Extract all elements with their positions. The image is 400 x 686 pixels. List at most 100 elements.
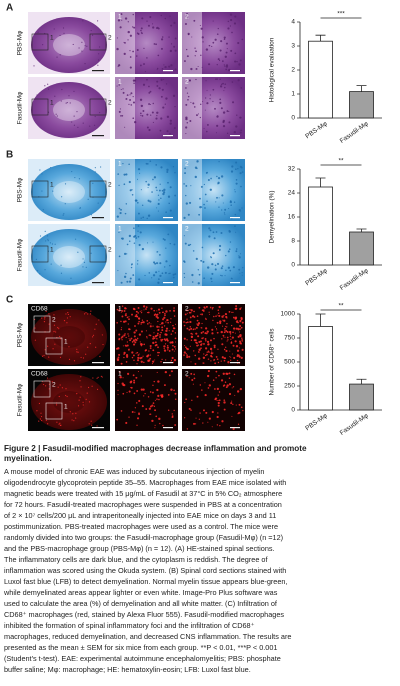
speck [60,338,62,340]
cell [223,38,226,40]
cell [125,312,127,315]
cell [207,358,210,360]
cell [198,273,201,276]
speck [92,34,94,36]
cell [230,341,233,343]
speck [44,316,46,318]
cell [118,337,121,340]
cell [126,280,129,283]
speck [65,388,67,390]
scale-bar [163,427,173,429]
cell [190,309,193,312]
cell [204,207,206,209]
cell [188,79,191,82]
cell [216,196,218,199]
cell [205,347,208,350]
speck [43,321,46,323]
cell [166,115,170,119]
speck [52,190,54,192]
speck [48,88,50,90]
cell [159,274,162,278]
cell [200,331,203,334]
cell [152,26,155,29]
cell [160,47,163,50]
cell [227,266,231,269]
cell [227,27,230,30]
cell [136,32,139,34]
cell [123,183,126,186]
cell [220,231,223,234]
cell [146,217,148,220]
cell [161,358,163,361]
y-axis-label: Demyelination (%) [269,190,276,243]
cell [162,338,164,340]
cell [218,305,221,309]
cell [119,376,122,379]
cell [209,94,211,96]
speck [67,312,69,314]
cell [145,162,148,165]
cell [166,318,169,322]
cell [203,409,205,412]
cell [238,255,240,257]
inset-label: 2 [185,79,189,86]
speck [97,64,99,66]
speck [46,377,49,379]
cell [142,355,144,357]
cell [172,327,175,330]
cell [197,322,201,325]
cell [157,329,159,331]
grey-matter [53,99,85,121]
cell [226,132,229,134]
cell [213,344,216,347]
cell [232,311,234,313]
cell [174,105,176,108]
cell [225,346,227,348]
cell [118,333,121,336]
error-bar [315,177,326,187]
cell [215,377,217,379]
cell [211,410,214,414]
cell [127,323,129,325]
cell [186,17,189,20]
cell [233,22,237,25]
speck [98,53,100,55]
cell [131,340,134,343]
cell [224,65,226,67]
inset-label: 1 [118,226,122,233]
cell [202,362,204,364]
cell [159,336,161,338]
y-tick-label: 4 [291,19,295,26]
cell [225,51,228,54]
row-label: Fasudil-Mφ [17,92,24,125]
scale-bar [230,427,240,429]
cell [229,311,231,313]
cell [232,427,235,431]
cell [210,177,212,180]
cell [184,242,187,245]
cell [134,407,136,409]
cell [128,234,132,238]
cell [153,309,156,312]
cell [214,268,217,271]
cell [220,274,222,276]
cell [136,363,138,365]
cell [194,328,196,330]
cell [199,340,203,343]
cell [159,334,162,336]
cell [131,351,134,354]
cell [235,305,238,307]
cell [237,41,240,45]
cell [125,336,127,339]
cell [240,87,243,89]
cell [212,252,215,255]
cell [118,231,120,233]
cell [137,168,141,171]
cell [228,392,232,396]
cell [197,344,200,346]
cell [202,310,205,312]
cell [235,125,238,128]
cell [152,337,155,340]
cell [131,410,134,413]
cell [219,49,222,52]
